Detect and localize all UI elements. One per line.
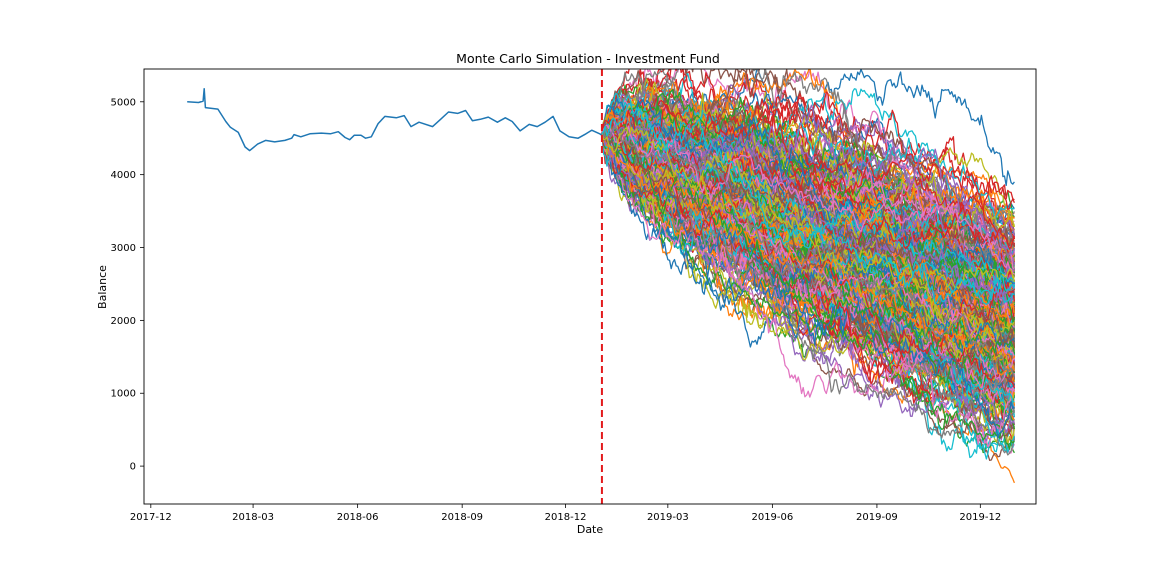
x-tick-label: 2018-09 xyxy=(441,512,483,523)
simulated-path xyxy=(601,104,1016,256)
y-tick-label: 4000 xyxy=(111,170,136,181)
simulated-path xyxy=(601,125,1016,378)
y-tick-label: 2000 xyxy=(111,316,136,327)
simulated-path xyxy=(601,115,1015,270)
historical-balance-line xyxy=(187,87,603,152)
y-tick-label: 0 xyxy=(130,462,136,473)
y-axis: 0 1000 2000 3000 4000 5000 xyxy=(111,97,144,473)
y-tick-label: 3000 xyxy=(111,243,136,254)
simulated-path xyxy=(601,133,1016,361)
x-tick-label: 2019-12 xyxy=(959,512,1001,523)
y-tick-label: 5000 xyxy=(111,97,136,108)
simulated-path xyxy=(601,69,1016,240)
simulated-path xyxy=(601,99,1015,285)
historical-series xyxy=(187,87,603,152)
x-tick-label: 2017-12 xyxy=(130,512,172,523)
simulated-path xyxy=(601,133,1016,376)
simulated-path xyxy=(601,126,1016,369)
simulated-paths xyxy=(601,69,1016,484)
y-axis-label: Balance xyxy=(96,265,109,309)
simulated-path xyxy=(601,133,1015,347)
simulated-path xyxy=(601,128,1015,439)
y-tick-label: 1000 xyxy=(111,389,136,400)
x-tick-label: 2018-12 xyxy=(545,512,587,523)
x-axis: 2017-12 2018-03 2018-06 2018-09 2018-12 2019-… xyxy=(130,504,1001,523)
x-axis-label: Date xyxy=(577,523,604,536)
chart-title: Monte Carlo Simulation - Investment Fund xyxy=(456,51,720,66)
simulated-path xyxy=(601,124,1016,255)
x-tick-label: 2019-03 xyxy=(647,512,689,523)
x-tick-label: 2018-03 xyxy=(232,512,274,523)
simulated-path xyxy=(601,130,1016,347)
plot-frame xyxy=(143,68,1037,505)
x-tick-label: 2019-09 xyxy=(856,512,898,523)
simulated-path xyxy=(601,117,1015,353)
x-tick-label: 2019-06 xyxy=(751,512,793,523)
x-tick-label: 2018-06 xyxy=(337,512,379,523)
simulated-path xyxy=(601,103,1015,212)
simulated-path xyxy=(601,103,1015,306)
simulated-path xyxy=(601,126,1016,290)
simulated-path xyxy=(601,124,1015,275)
